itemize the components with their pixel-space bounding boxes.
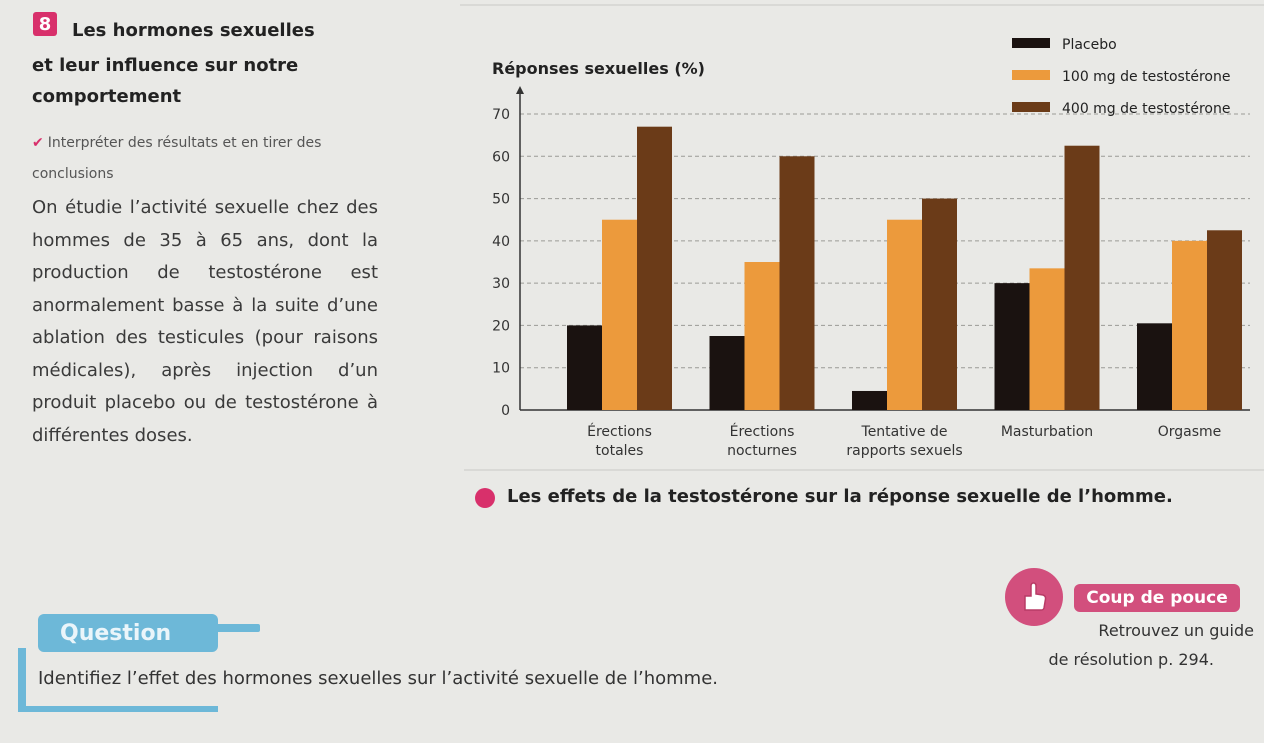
x-tick-label: Érections <box>730 423 795 440</box>
legend-label: 400 mg de testostérone <box>1062 101 1230 117</box>
bar <box>1137 323 1172 410</box>
bar <box>852 390 887 410</box>
question-frame-bottom <box>18 706 218 712</box>
coup-de-pouce-text-line-1: Retrouvez un guide <box>1098 621 1254 640</box>
bar <box>994 283 1030 410</box>
skill-text: Interpréter des résultats et en tirer de… <box>32 135 322 182</box>
question-tab-line <box>215 624 260 632</box>
bar <box>744 262 780 410</box>
coup-de-pouce-text-line-2: de résolution p. 294. <box>1048 650 1214 669</box>
x-tick-label: nocturnes <box>727 443 797 459</box>
x-tick-label: Masturbation <box>1001 424 1093 440</box>
bar <box>922 198 957 410</box>
bar <box>1064 145 1100 410</box>
hand-pointer-icon <box>1005 568 1063 626</box>
y-tick-label: 30 <box>492 276 510 292</box>
x-tick-label: Érections <box>587 423 652 440</box>
y-tick-label: 10 <box>492 361 510 377</box>
bar <box>887 219 922 410</box>
exercise-title-line-2: et leur influence sur notre <box>32 55 299 76</box>
bar <box>709 336 745 410</box>
figure-caption: Les effets de la testostérone sur la rép… <box>507 486 1173 507</box>
exercise-title-line-1: Les hormones sexuelles <box>72 20 315 41</box>
caption-bullet-icon <box>475 488 495 508</box>
question-label: Question <box>38 614 218 652</box>
coup-de-pouce-button[interactable]: Coup de pouce <box>1074 584 1240 612</box>
legend-label: Placebo <box>1062 37 1117 53</box>
bar-chart: 0 10 20 30 40 50 60 70 Réponses sexuelles (%) Ére… <box>460 4 1264 471</box>
y-tick-label: 20 <box>492 318 510 334</box>
x-tick-label: rapports sexuels <box>846 443 962 459</box>
legend-swatch <box>1012 38 1050 48</box>
exercise-number-badge: 8 <box>33 12 57 36</box>
y-tick-label: 0 <box>501 403 510 419</box>
y-axis-label: Réponses sexuelles (%) <box>492 59 705 78</box>
legend-swatch <box>1012 70 1050 80</box>
bar <box>567 325 602 410</box>
y-tick-label: 50 <box>492 192 510 208</box>
bar <box>637 126 672 410</box>
x-tick-label: Tentative de <box>861 424 948 440</box>
y-axis-arrow-icon <box>516 86 524 94</box>
y-tick-label: 70 <box>492 107 510 123</box>
check-icon: ✔ <box>32 135 44 151</box>
exercise-intro: On étudie l’activité sexuelle chez des h… <box>32 197 378 446</box>
y-tick-label: 60 <box>492 149 510 165</box>
skill-objective: ✔ Interpréter des résultats et en tirer d… <box>32 128 372 190</box>
bar <box>602 219 637 410</box>
bar <box>1207 230 1242 410</box>
bar <box>1029 268 1065 410</box>
question-frame-left <box>18 648 26 712</box>
legend-swatch <box>1012 102 1050 112</box>
exercise-title-line-3: comportement <box>32 86 182 107</box>
legend-label: 100 mg de testostérone <box>1062 69 1230 85</box>
bar <box>1172 240 1207 410</box>
bar <box>779 156 815 410</box>
x-tick-label: totales <box>596 443 644 459</box>
y-tick-label: 40 <box>492 234 510 250</box>
x-tick-label: Orgasme <box>1158 424 1222 440</box>
question-text: Identifiez l’effet des hormones sexuelle… <box>38 668 719 689</box>
